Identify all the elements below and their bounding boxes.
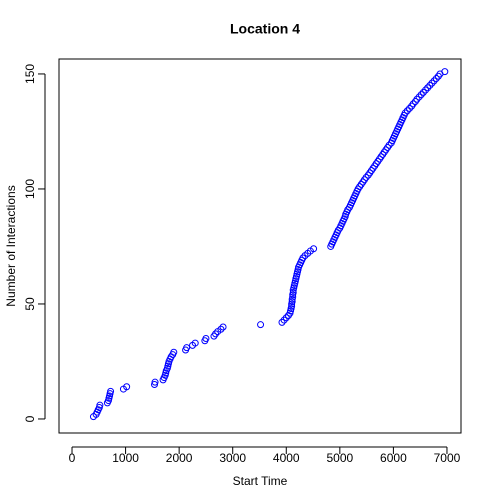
point bbox=[219, 323, 227, 331]
point bbox=[217, 325, 225, 333]
x-tick-label: 1000 bbox=[112, 451, 139, 465]
y-tick-label: 150 bbox=[23, 64, 37, 84]
plot-box bbox=[58, 58, 462, 434]
point bbox=[202, 334, 210, 342]
point bbox=[426, 81, 434, 89]
y-tick-label: 0 bbox=[23, 415, 37, 422]
point bbox=[289, 293, 297, 301]
point bbox=[123, 383, 131, 391]
chart-title: Location 4 bbox=[230, 21, 300, 37]
point bbox=[191, 339, 199, 347]
point bbox=[96, 401, 104, 409]
point bbox=[409, 100, 417, 108]
x-tick-label: 4000 bbox=[273, 451, 300, 465]
point bbox=[432, 75, 440, 83]
y-tick-label: 50 bbox=[23, 297, 37, 311]
point bbox=[212, 330, 220, 338]
x-tick-label: 5000 bbox=[326, 451, 353, 465]
y-axis-label: Number of Interactions bbox=[4, 185, 18, 306]
point bbox=[430, 77, 438, 85]
point bbox=[362, 173, 370, 181]
point bbox=[419, 88, 427, 96]
x-axis-label: Start Time bbox=[233, 474, 288, 488]
point bbox=[422, 86, 430, 94]
point bbox=[415, 93, 423, 101]
point bbox=[403, 107, 411, 115]
point bbox=[401, 109, 409, 117]
point bbox=[424, 84, 432, 92]
point bbox=[289, 288, 297, 296]
point bbox=[151, 378, 159, 386]
point bbox=[280, 316, 288, 324]
x-tick-label: 2000 bbox=[166, 451, 193, 465]
x-tick-label: 6000 bbox=[380, 451, 407, 465]
y-tick-label: 100 bbox=[23, 179, 37, 199]
point bbox=[288, 298, 296, 306]
point bbox=[257, 321, 265, 329]
x-tick-label: 0 bbox=[69, 451, 76, 465]
point bbox=[428, 79, 436, 87]
point bbox=[288, 302, 296, 310]
point bbox=[170, 348, 178, 356]
point bbox=[299, 254, 307, 262]
point bbox=[107, 387, 115, 395]
point bbox=[417, 91, 425, 99]
point bbox=[282, 314, 290, 322]
point bbox=[413, 95, 421, 103]
point bbox=[310, 245, 318, 253]
point bbox=[183, 344, 191, 352]
x-tick-label: 7000 bbox=[434, 451, 461, 465]
point bbox=[405, 104, 413, 112]
point bbox=[441, 68, 449, 76]
x-tick-label: 3000 bbox=[219, 451, 246, 465]
point bbox=[385, 141, 393, 149]
point bbox=[278, 318, 286, 326]
